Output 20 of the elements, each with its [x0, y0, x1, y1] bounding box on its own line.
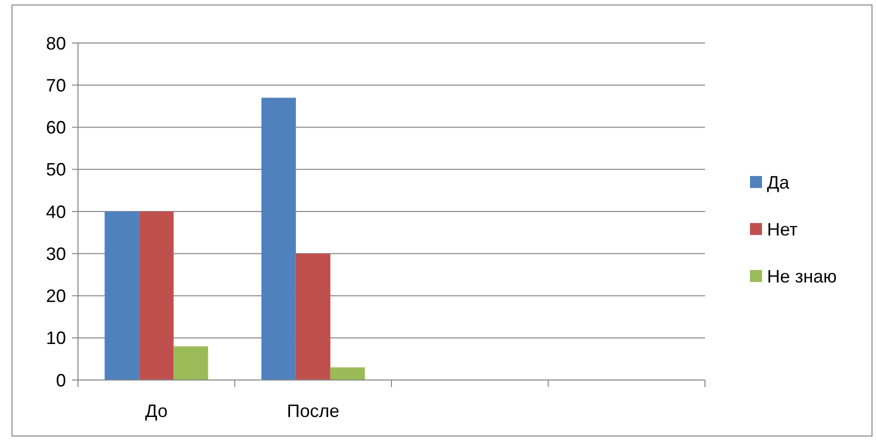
y-tick-label: 10 — [46, 328, 66, 348]
legend-label: Да — [767, 172, 790, 192]
bar — [261, 98, 296, 380]
bar — [104, 212, 140, 380]
bar — [330, 367, 365, 380]
bar — [139, 212, 174, 380]
x-tick-label: После — [286, 401, 340, 421]
y-tick-label: 0 — [56, 370, 66, 390]
y-tick-label: 80 — [46, 33, 66, 54]
y-tick-label: 20 — [46, 286, 66, 306]
x-tick-label: До — [145, 401, 168, 421]
bar — [174, 346, 208, 380]
y-tick-label: 50 — [46, 160, 66, 180]
legend-label: Нет — [767, 219, 798, 240]
legend-label: Не знаю — [767, 266, 837, 286]
y-tick-label: 60 — [46, 118, 66, 138]
y-tick-label: 70 — [46, 75, 66, 96]
y-tick-label: 40 — [46, 202, 66, 222]
bar — [296, 254, 330, 380]
y-tick-label: 30 — [46, 244, 66, 264]
